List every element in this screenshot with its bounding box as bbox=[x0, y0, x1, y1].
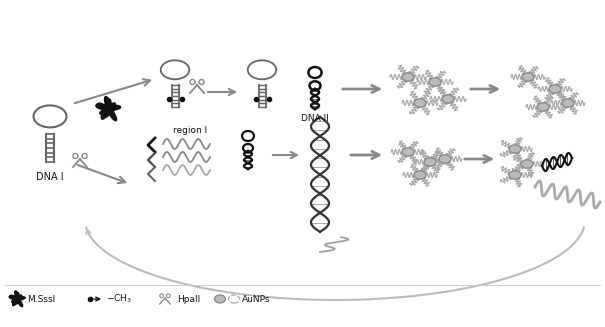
Polygon shape bbox=[9, 291, 25, 307]
Polygon shape bbox=[96, 96, 120, 121]
Ellipse shape bbox=[414, 99, 426, 107]
Ellipse shape bbox=[402, 148, 414, 156]
Ellipse shape bbox=[549, 85, 561, 93]
Text: DNA I: DNA I bbox=[36, 172, 64, 182]
Ellipse shape bbox=[229, 295, 240, 303]
Text: HpaII: HpaII bbox=[177, 295, 200, 303]
Ellipse shape bbox=[537, 103, 549, 111]
Ellipse shape bbox=[562, 99, 574, 107]
Text: $-\mathrm{CH_3}$: $-\mathrm{CH_3}$ bbox=[106, 293, 132, 305]
Ellipse shape bbox=[439, 155, 451, 163]
Ellipse shape bbox=[414, 171, 426, 179]
Ellipse shape bbox=[522, 73, 534, 81]
Ellipse shape bbox=[402, 73, 414, 81]
Ellipse shape bbox=[509, 171, 521, 179]
Text: region I: region I bbox=[173, 126, 207, 135]
Ellipse shape bbox=[521, 160, 533, 168]
Ellipse shape bbox=[442, 95, 454, 103]
Text: M.SssI: M.SssI bbox=[27, 295, 55, 303]
Ellipse shape bbox=[215, 295, 226, 303]
Text: AuNPs: AuNPs bbox=[242, 295, 270, 303]
Text: DNA II: DNA II bbox=[301, 114, 329, 123]
Ellipse shape bbox=[509, 145, 521, 153]
Ellipse shape bbox=[424, 158, 436, 166]
Ellipse shape bbox=[429, 78, 441, 86]
